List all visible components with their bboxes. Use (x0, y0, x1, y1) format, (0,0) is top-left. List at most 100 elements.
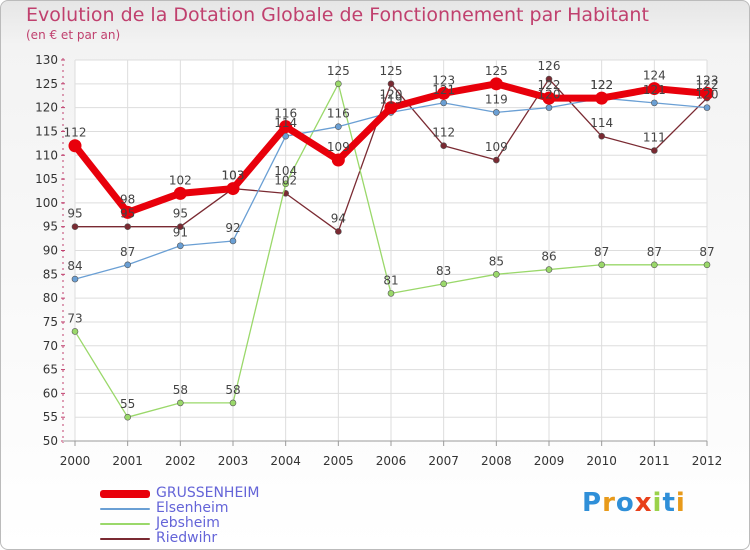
data-point (493, 271, 500, 278)
data-label: 109 (485, 140, 508, 154)
data-point (387, 80, 395, 88)
data-label: 120 (538, 88, 561, 102)
data-point (545, 75, 553, 83)
data-label: 123 (432, 73, 455, 87)
legend-swatch (100, 537, 150, 540)
x-tick-label: 2002 (165, 454, 196, 468)
data-label: 114 (590, 116, 613, 130)
data-point (71, 275, 79, 283)
x-tick-label: 2007 (428, 454, 459, 468)
data-point (703, 261, 711, 269)
proxiti-logo: Proxiti (582, 488, 686, 518)
y-tick-label: 55 (43, 410, 58, 424)
data-point (226, 182, 240, 196)
data-label: 103 (222, 169, 245, 183)
data-point (124, 261, 131, 269)
data-point (335, 228, 342, 235)
data-label: 123 (696, 73, 719, 87)
data-label: 87 (120, 245, 135, 259)
legend-swatch (100, 522, 150, 525)
data-point (489, 77, 503, 91)
y-tick-label: 60 (43, 386, 58, 400)
x-tick-label: 2010 (586, 454, 617, 468)
legend-item-grussenheim: GRUSSENHEIM (100, 486, 260, 501)
data-point (598, 261, 605, 269)
data-label: 85 (489, 254, 504, 268)
x-tick-label: 2000 (60, 454, 91, 468)
y-tick-label: 115 (35, 124, 58, 138)
logo-letter: i (652, 488, 663, 518)
data-point (177, 399, 184, 407)
data-label: 120 (696, 88, 719, 102)
data-point (542, 91, 556, 105)
data-point (335, 123, 342, 130)
legend-label: Elsenheim (156, 500, 229, 516)
data-label: 55 (120, 397, 135, 411)
data-label: 87 (647, 245, 662, 259)
data-label: 87 (594, 245, 609, 259)
legend-label: Riedwihr (156, 530, 218, 546)
y-tick-label: 105 (35, 172, 58, 186)
data-label: 84 (67, 259, 82, 273)
data-label: 116 (327, 107, 350, 121)
data-point (598, 132, 605, 140)
data-point (177, 223, 184, 230)
x-tick-label: 2005 (323, 454, 354, 468)
x-tick-label: 2011 (639, 454, 670, 468)
data-label: 112 (432, 126, 455, 140)
legend-item-riedwihr: Riedwihr (100, 531, 260, 546)
data-point (229, 237, 237, 245)
data-point (595, 91, 609, 105)
data-label: 103 (222, 169, 245, 183)
legend-item-jebsheim: Jebsheim (100, 516, 260, 531)
data-label: 91 (173, 226, 188, 240)
y-tick-label: 95 (43, 220, 58, 234)
data-point (651, 261, 658, 269)
data-point (68, 139, 82, 153)
data-label: 58 (173, 383, 188, 397)
data-label: 104 (274, 164, 297, 178)
data-point (651, 147, 658, 154)
data-point (493, 156, 500, 164)
data-label: 86 (541, 250, 556, 264)
data-point (71, 328, 79, 335)
data-label: 119 (380, 92, 403, 106)
data-label: 98 (120, 192, 135, 206)
data-label: 125 (327, 64, 350, 78)
data-point (493, 109, 500, 116)
data-point (440, 142, 447, 150)
data-label: 87 (699, 245, 714, 259)
legend-swatch (100, 489, 150, 498)
legend: GRUSSENHEIM Elsenheim Jebsheim Riedwihr (100, 486, 260, 546)
data-point (282, 132, 289, 140)
y-tick-label: 75 (43, 315, 58, 329)
legend-label: GRUSSENHEIM (156, 485, 260, 501)
x-tick-label: 2006 (376, 454, 407, 468)
legend-item-elsenheim: Elsenheim (100, 501, 260, 516)
data-label: 83 (436, 264, 451, 278)
data-point (700, 86, 714, 100)
data-point (121, 205, 135, 219)
logo-letter: P (582, 488, 603, 518)
data-point (177, 242, 184, 250)
data-point (335, 80, 342, 88)
logo-letter: x (634, 488, 653, 518)
data-label: 81 (383, 273, 398, 287)
chart-title: Evolution de la Dotation Globale de Fonc… (26, 4, 649, 26)
data-label: 124 (643, 69, 666, 83)
x-tick-label: 2009 (534, 454, 565, 468)
data-label: 116 (274, 107, 297, 121)
data-label: 58 (225, 383, 240, 397)
logo-letter: t (662, 488, 676, 518)
x-tick-label: 2003 (218, 454, 249, 468)
data-label: 94 (331, 211, 346, 225)
data-label: 95 (173, 207, 188, 221)
data-label: 95 (67, 207, 82, 221)
data-point (279, 120, 293, 134)
data-label: 114 (274, 116, 297, 130)
data-label: 102 (169, 173, 192, 187)
data-label: 73 (67, 311, 82, 325)
data-label: 92 (225, 221, 240, 235)
data-point (703, 104, 711, 111)
